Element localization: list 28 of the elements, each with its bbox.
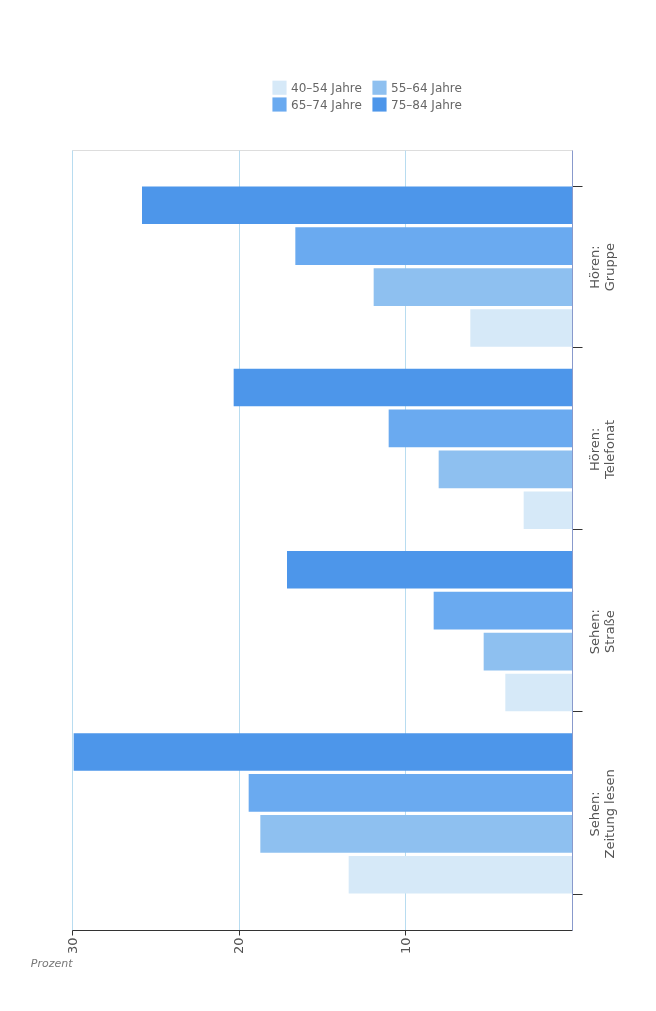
bar <box>483 632 572 671</box>
legend-label: 55–64 Jahre <box>391 80 462 95</box>
bar <box>433 591 572 630</box>
y-tick-label: Sehen: Straße <box>586 609 617 655</box>
bar <box>287 550 572 589</box>
bar <box>505 673 572 712</box>
bar <box>373 268 572 306</box>
legend-label: 65–74 Jahre <box>291 97 362 112</box>
legend-label: 40–54 Jahre <box>291 80 362 95</box>
bar <box>248 774 572 812</box>
bar <box>523 491 572 530</box>
x-tick-label: 30 <box>64 937 80 955</box>
bar <box>470 309 572 347</box>
bar <box>142 186 572 225</box>
legend-label: 75–84 Jahre <box>391 97 462 112</box>
bar <box>348 855 572 894</box>
bar <box>438 450 572 489</box>
bar <box>73 733 572 771</box>
x-tick-label: 10 <box>397 937 413 955</box>
bar <box>233 368 572 407</box>
bar <box>295 227 572 265</box>
x-axis-title: Prozent <box>30 957 74 971</box>
bar <box>388 409 572 448</box>
y-tick-label: Hören: Gruppe <box>586 243 617 292</box>
bar <box>260 815 572 853</box>
y-tick-label: Hören: Telefonat <box>586 419 617 480</box>
y-tick-label: Sehen: Zeitung lesen <box>586 769 617 859</box>
x-tick-label: 20 <box>231 937 247 955</box>
